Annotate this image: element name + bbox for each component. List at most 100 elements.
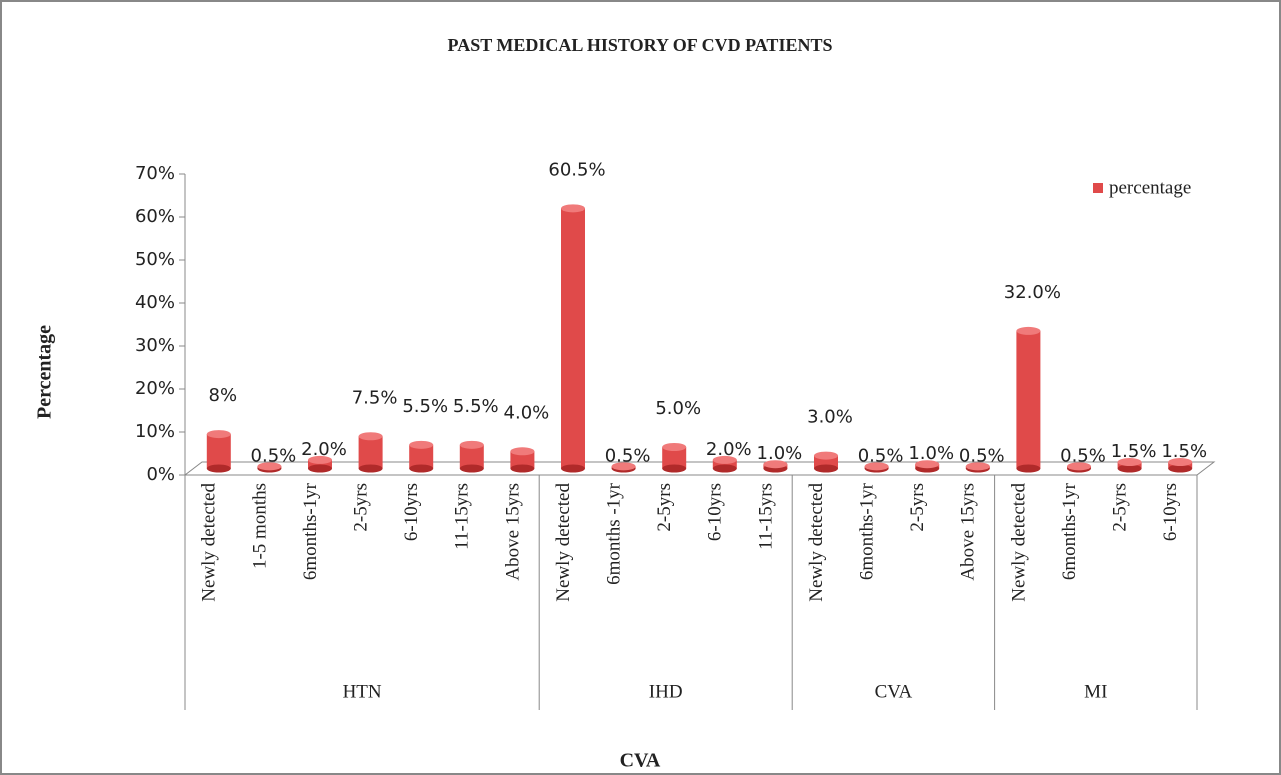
bar: [712, 459, 737, 469]
group-label: HTN: [343, 681, 382, 702]
value-label: 5.5%: [402, 396, 448, 417]
bar-top: [257, 462, 282, 471]
x-tick-label: 6months-1yr: [856, 482, 877, 580]
bar-base: [814, 464, 838, 473]
bar-top: [814, 451, 838, 460]
x-tick-label: 6months-1yr: [300, 482, 321, 580]
bar-top: [206, 430, 231, 439]
value-label: 8%: [209, 385, 238, 406]
x-tick-label: 11-15yrs: [452, 483, 473, 550]
legend-swatch: [1093, 183, 1103, 193]
value-label: 0.5%: [858, 445, 904, 466]
y-tick-label: 50%: [135, 249, 175, 270]
bar-top: [1117, 458, 1142, 467]
value-label: 0.5%: [251, 445, 297, 466]
bar-top: [965, 462, 990, 471]
bar-top: [662, 443, 687, 451]
x-tick-label: 2-5yrs: [350, 483, 371, 532]
x-tick-label: 6months-1yr: [1059, 482, 1080, 580]
bar-top: [409, 440, 434, 449]
x-tick-label: 6-10yrs: [705, 483, 726, 541]
bar-top: [308, 455, 332, 464]
bar-base: [308, 464, 332, 473]
bar: [459, 444, 484, 469]
floor: [183, 461, 1216, 476]
bar-top: [864, 462, 889, 471]
x-axis-label: CVA: [620, 750, 661, 772]
group-label: MI: [1084, 681, 1107, 702]
value-label: 7.5%: [352, 387, 398, 408]
bar-top: [510, 447, 535, 456]
bar: [409, 444, 434, 469]
x-tick-label: Above 15yrs: [502, 483, 523, 581]
x-tick-label: Above 15yrs: [958, 483, 979, 581]
bar-base: [409, 464, 434, 473]
value-label: 2.0%: [301, 439, 347, 460]
bar-top: [358, 432, 383, 441]
bar-base: [510, 464, 535, 473]
bar-top: [1016, 326, 1041, 335]
x-tick-label: 11-15yrs: [755, 483, 776, 550]
bar-top: [611, 462, 636, 471]
x-tick-label: 2-5yrs: [907, 483, 928, 532]
value-label: 0.5%: [1060, 445, 1106, 466]
value-label: 60.5%: [548, 159, 605, 180]
bar-base: [1016, 464, 1041, 473]
x-tick-label: 6months -1yr: [603, 482, 624, 585]
y-tick-label: 20%: [135, 378, 175, 399]
y-tick-label: 0%: [146, 464, 175, 485]
x-tick-label: Newly detected: [553, 483, 574, 602]
bar-top: [915, 460, 940, 469]
bar-top: [459, 440, 484, 449]
value-label: 3.0%: [807, 407, 853, 428]
bar-base: [662, 464, 687, 473]
value-label: 5.5%: [453, 396, 499, 417]
x-tick-label: Newly detected: [199, 483, 220, 602]
bar: [206, 434, 231, 469]
bar-base: [1117, 464, 1142, 473]
x-tick-label: 6-10yrs: [1160, 483, 1181, 541]
bar-base: [358, 464, 383, 473]
y-tick-label: 70%: [135, 163, 175, 184]
x-tick-label: 2-5yrs: [654, 483, 675, 532]
bar-top: [763, 460, 788, 469]
bar-base: [459, 464, 484, 473]
value-label: 5.0%: [655, 398, 701, 419]
group-label: IHD: [649, 681, 683, 702]
value-label: 1.0%: [757, 443, 803, 464]
y-tick-label: 40%: [135, 292, 175, 313]
bar: [1016, 330, 1041, 469]
value-label: 4.0%: [504, 402, 550, 423]
bar: [662, 447, 687, 469]
value-label: 32.0%: [1004, 282, 1061, 303]
value-label: 0.5%: [605, 445, 651, 466]
bar: [510, 451, 535, 469]
bar-top: [712, 455, 737, 464]
bar-base: [1168, 464, 1193, 473]
x-tick-label: Newly detected: [1008, 483, 1029, 602]
bar: [308, 459, 332, 469]
bar-base: [206, 464, 231, 473]
chart-title: PAST MEDICAL HISTORY OF CVD PATIENTS: [448, 35, 833, 55]
bar-base: [561, 464, 585, 473]
value-label: 1.5%: [1161, 441, 1207, 462]
y-tick-label: 30%: [135, 335, 175, 356]
bar-top: [561, 204, 585, 213]
value-label: 2.0%: [706, 439, 752, 460]
value-label: 0.5%: [959, 445, 1005, 466]
bar-base: [712, 464, 737, 473]
bar-top: [1067, 462, 1091, 471]
x-tick-label: 1-5 months: [249, 483, 270, 569]
group-label: CVA: [875, 681, 913, 702]
legend-label: percentage: [1109, 177, 1191, 198]
x-tick-label: Newly detected: [806, 483, 827, 602]
value-label: 1.5%: [1111, 441, 1157, 462]
bar-top: [1168, 458, 1193, 467]
y-tick-label: 60%: [135, 206, 175, 227]
y-tick-label: 10%: [135, 421, 175, 442]
x-tick-label: 6-10yrs: [401, 483, 422, 541]
value-label: 1.0%: [908, 443, 954, 464]
bar: [561, 208, 585, 469]
